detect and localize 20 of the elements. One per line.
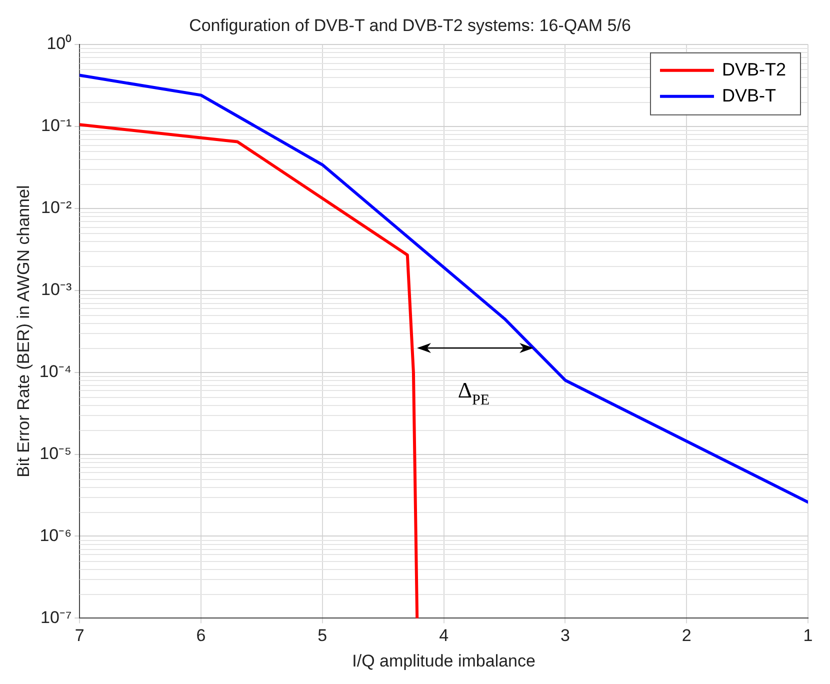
y-tick-label: 10⁻⁵ [40,444,72,463]
legend-label: DVB-T2 [722,59,786,80]
legend-label: DVB-T [722,85,776,106]
y-tick-label: 10⁻⁷ [40,608,72,627]
x-tick-label: 3 [560,626,570,646]
x-tick-label: 7 [74,626,84,646]
x-tick-label: 4 [439,626,449,646]
x-tick-label: 6 [196,626,206,646]
y-tick-label: 10⁻⁶ [40,526,72,545]
x-tick-label: 1 [803,626,813,646]
x-tick-label: 5 [318,626,328,646]
y-tick-label: 10⁻⁴ [39,362,72,381]
y-tick-label: 10⁰ [46,34,72,54]
chart-title: Configuration of DVB-T and DVB-T2 systems: 16-QAM 5/6 [189,16,631,35]
y-tick-label: 10⁻³ [41,280,72,299]
y-tick-label: 10⁻¹ [41,116,72,136]
x-tick-label: 2 [682,626,692,646]
y-axis-title: Bit Error Rate (BER) in AWGN channel [14,185,33,478]
y-tick-label: 10⁻² [41,198,72,218]
x-axis-title: I/Q amplitude imbalance [352,651,536,670]
